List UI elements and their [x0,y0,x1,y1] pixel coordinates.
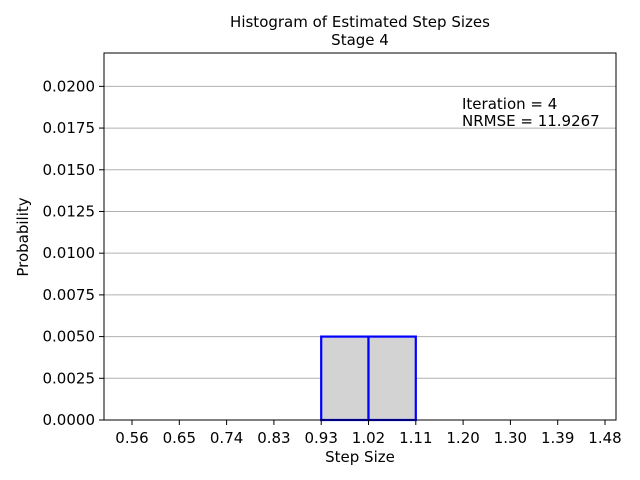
y-axis-label: Probability [14,197,32,276]
histogram-bar [320,335,370,422]
x-tick-label: 1.48 [588,429,621,447]
plot-frame [103,52,617,421]
y-tick-label: 0.0200 [43,77,96,95]
x-tick-label: 1.30 [494,429,527,447]
grid-lines [104,85,616,421]
y-tick-label: 0.0050 [43,328,96,346]
y-tick-label: 0.0175 [43,119,96,137]
x-tick-label: 0.74 [210,429,243,447]
y-tick-label: 0.0125 [43,202,96,220]
y-tick-label: 0.0025 [43,369,96,387]
x-tick-label: 1.11 [399,429,432,447]
x-tick-label: 1.02 [352,429,385,447]
y-tick-label: 0.0100 [43,244,96,262]
x-tick-label: 0.56 [115,429,148,447]
y-tick-label: 0.0150 [43,161,96,179]
y-axis-ticks: 0.0000 0.0025 0.0050 0.0075 0.0100 0.0125 0.01… [43,77,104,429]
x-tick-label: 0.65 [163,429,196,447]
annotation-nrmse: NRMSE = 11.9267 [462,112,600,130]
histogram-bar [367,335,417,422]
x-tick-label: 0.93 [304,429,337,447]
x-axis-label: Step Size [325,448,395,466]
x-tick-label: 1.20 [446,429,479,447]
x-tick-label: 1.39 [541,429,574,447]
annotation-iteration: Iteration = 4 [462,95,557,113]
y-tick-label: 0.0075 [43,286,96,304]
x-tick-label: 0.83 [257,429,290,447]
chart-subtitle: Stage 4 [331,31,389,49]
x-axis-ticks: 0.56 0.65 0.74 0.83 0.93 1.02 1.11 1.20 1.30 1.39… [115,420,622,447]
histogram-bars [320,335,417,422]
chart-title: Histogram of Estimated Step Sizes [230,13,490,31]
y-tick-label: 0.0000 [43,411,96,429]
